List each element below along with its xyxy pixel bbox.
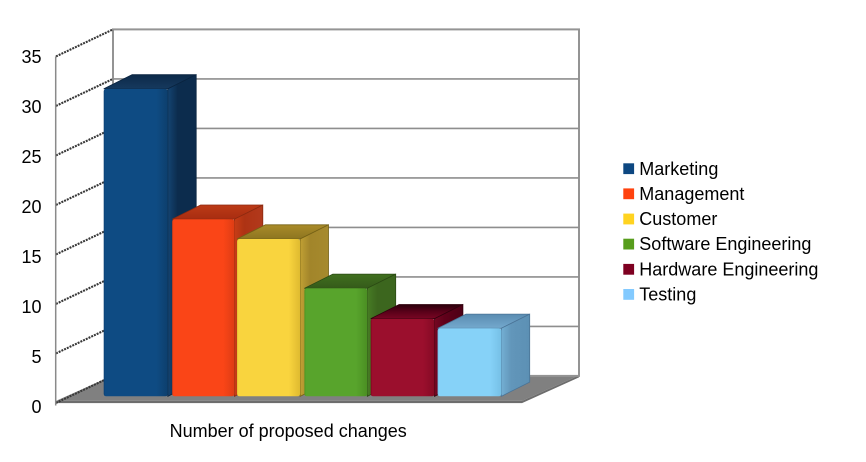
svg-text:0: 0 — [31, 397, 41, 417]
svg-text:Management: Management — [639, 184, 744, 204]
svg-text:Marketing: Marketing — [639, 159, 718, 179]
svg-text:15: 15 — [21, 247, 41, 267]
svg-text:Testing: Testing — [639, 285, 696, 305]
svg-text:Software Engineering: Software Engineering — [639, 234, 811, 254]
svg-text:30: 30 — [21, 97, 41, 117]
svg-text:10: 10 — [21, 297, 41, 317]
svg-text:25: 25 — [21, 147, 41, 167]
svg-text:Hardware Engineering: Hardware Engineering — [639, 259, 818, 279]
svg-text:35: 35 — [21, 47, 41, 67]
svg-text:Number of proposed changes: Number of proposed changes — [170, 421, 407, 441]
svg-text:20: 20 — [21, 197, 41, 217]
svg-text:Customer: Customer — [639, 209, 717, 229]
svg-text:5: 5 — [31, 347, 41, 367]
